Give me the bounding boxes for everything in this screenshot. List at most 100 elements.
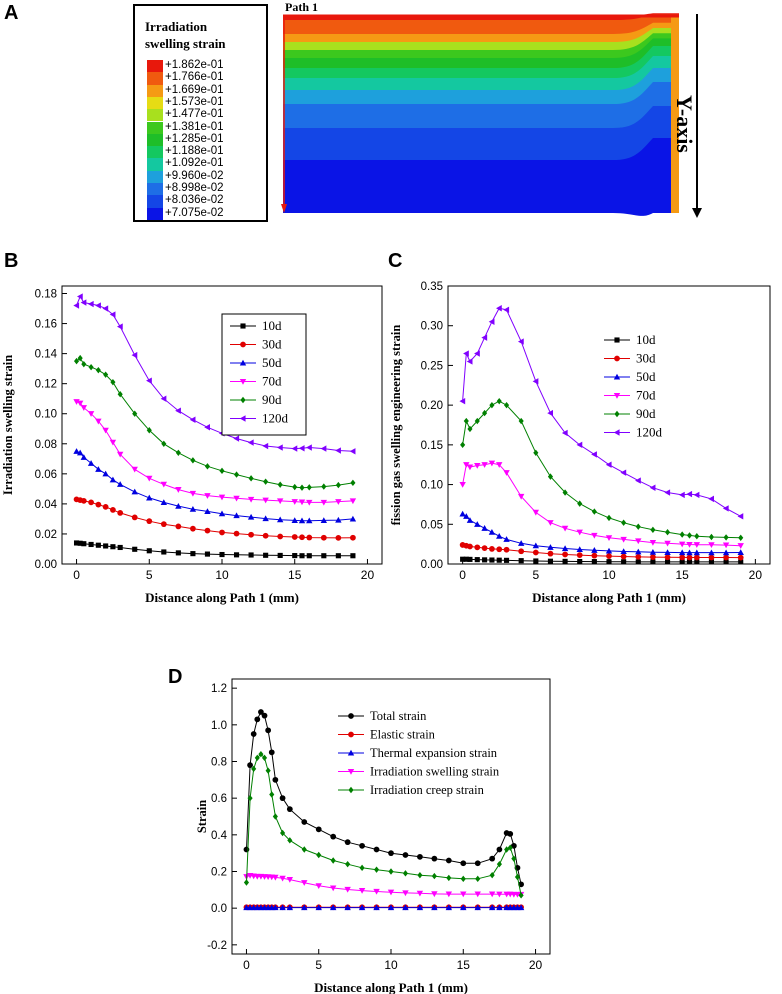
data-point <box>577 500 583 507</box>
data-point <box>279 795 286 802</box>
data-point <box>373 904 380 911</box>
data-point <box>693 491 700 499</box>
y-tick-label: 0.00 <box>421 559 443 571</box>
y-tick-label: 0.25 <box>421 360 443 372</box>
data-point <box>359 864 365 872</box>
data-point <box>503 306 510 314</box>
y-axis-title: Irradiation swelling strain <box>1 355 15 495</box>
legend-label: Total strain <box>370 709 427 723</box>
data-point <box>291 499 298 505</box>
path-arrow-head <box>281 204 287 213</box>
data-point <box>248 552 254 558</box>
data-point <box>517 338 524 345</box>
data-point <box>110 544 116 550</box>
data-point <box>373 888 380 895</box>
data-point <box>233 552 240 558</box>
data-point <box>723 534 729 541</box>
data-point <box>233 435 240 442</box>
legend-label: Elastic strain <box>370 728 436 742</box>
data-point <box>258 709 264 715</box>
chart-b-irradiation-swelling: 0 5 10 15 20 0.00 0.02 0.04 0.06 0.08 0.10 0.12 0.14… <box>1 285 383 605</box>
data-point <box>190 525 196 532</box>
y-tick-label: 0.00 <box>35 559 57 571</box>
legend-row: +1.477e-01 <box>147 108 265 122</box>
data-point <box>488 891 496 898</box>
data-point <box>239 415 246 422</box>
data-point <box>613 429 620 436</box>
x-axis-title: Distance along Path 1 (mm) <box>314 980 468 994</box>
legend-value: +7.075e-02 <box>165 206 224 219</box>
data-point <box>102 427 109 434</box>
data-point <box>576 441 583 449</box>
x-tick-label: 10 <box>215 568 229 582</box>
data-point <box>233 530 240 537</box>
data-point <box>344 886 351 893</box>
data-point <box>320 517 328 523</box>
x-tick-label: 5 <box>146 568 153 582</box>
data-point <box>77 540 83 546</box>
data-point <box>496 546 503 553</box>
data-point <box>547 409 554 417</box>
data-point <box>306 444 312 451</box>
x-tick-label: 15 <box>288 568 302 582</box>
data-point <box>301 846 307 853</box>
data-point <box>496 397 502 405</box>
panel-label-c: C <box>388 250 403 272</box>
y-tick-label: 0.15 <box>421 440 443 452</box>
data-point <box>561 429 568 437</box>
data-point <box>605 547 613 554</box>
data-point <box>431 855 438 862</box>
data-point <box>518 558 524 564</box>
data-point <box>80 498 87 504</box>
data-point <box>233 495 240 502</box>
data-point <box>239 359 247 366</box>
data-point <box>247 439 254 446</box>
data-point <box>277 481 283 488</box>
data-point <box>496 557 502 563</box>
data-point <box>606 514 612 522</box>
data-point <box>109 311 116 318</box>
data-point <box>722 542 730 549</box>
legend-label: 120d <box>262 411 289 426</box>
data-point <box>301 880 308 886</box>
data-point <box>276 444 283 451</box>
legend-label: 30d <box>636 351 656 366</box>
series-line <box>462 307 741 517</box>
data-point <box>73 302 80 309</box>
y-tick-label: 0.10 <box>421 480 443 492</box>
data-point <box>102 470 109 477</box>
contour-band <box>283 68 679 107</box>
legend-frame <box>221 313 307 436</box>
x-tick-label: 10 <box>602 568 616 582</box>
data-point <box>388 850 394 857</box>
data-point <box>417 871 423 879</box>
data-point <box>474 417 480 425</box>
legend-row: +1.092e-01 <box>147 157 265 171</box>
legend-label: 30d <box>262 337 282 352</box>
data-point <box>664 559 671 565</box>
data-point <box>737 513 744 520</box>
y-tick-label: 0.08 <box>35 439 57 451</box>
data-point <box>678 491 685 499</box>
legend-value: +1.573e-01 <box>165 95 224 108</box>
data-point <box>320 445 327 452</box>
legend-swatch <box>147 109 163 122</box>
data-point <box>263 552 269 558</box>
data-point <box>350 534 356 541</box>
data-point <box>299 534 305 541</box>
data-point <box>262 497 269 504</box>
data-point <box>417 853 423 860</box>
contour-legend: Irradiation swelling strain +1.862e-01 +1… <box>133 4 268 222</box>
data-point <box>301 819 308 825</box>
data-point <box>131 514 138 521</box>
series-irradiation-swelling-strain <box>243 872 525 898</box>
data-point <box>460 441 466 449</box>
data-point <box>219 529 225 536</box>
data-point <box>445 891 453 898</box>
data-point <box>315 883 322 889</box>
legend-label: Irradiation creep strain <box>370 783 485 797</box>
data-point <box>533 449 539 456</box>
data-point <box>517 904 525 911</box>
data-point <box>503 557 510 563</box>
data-point <box>87 411 95 417</box>
